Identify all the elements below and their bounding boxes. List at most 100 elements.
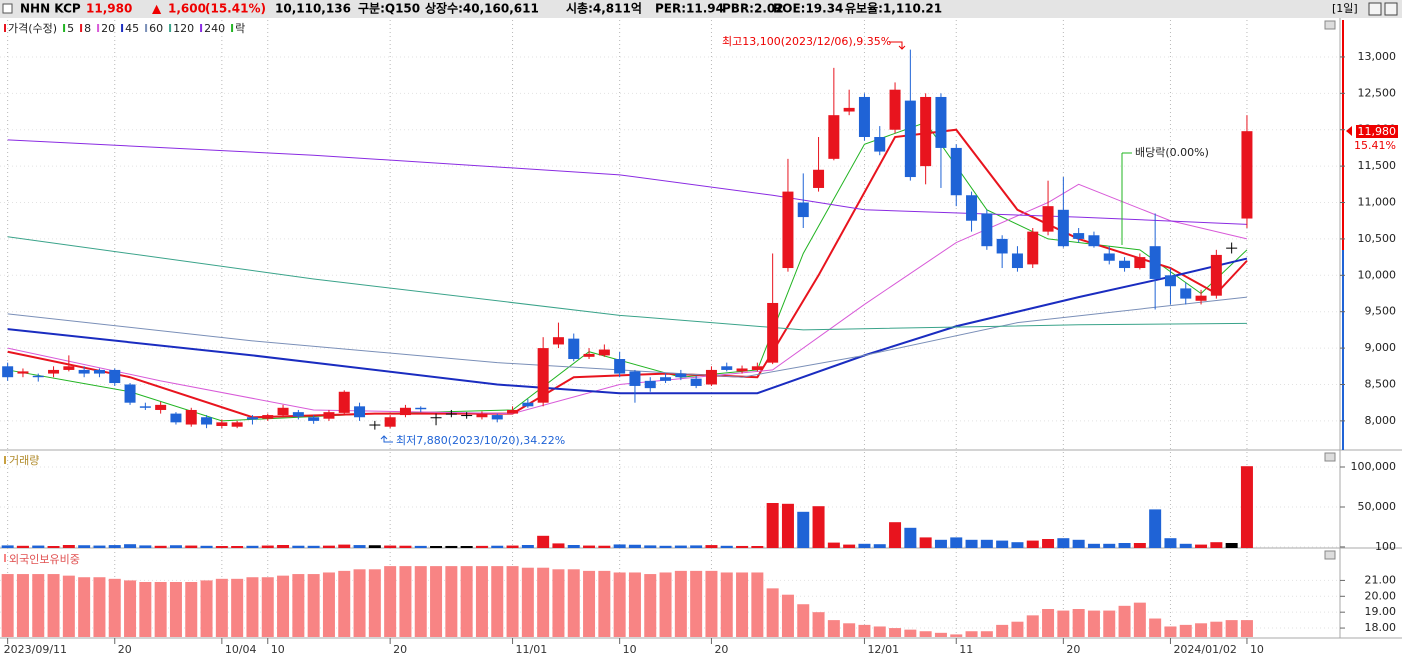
ma-line [7, 183, 1248, 415]
candle-body [1057, 209, 1069, 247]
bar [414, 566, 427, 637]
bar [169, 582, 182, 637]
header-icon [2, 3, 13, 14]
candle-body [552, 337, 564, 345]
candle-body [1119, 260, 1131, 269]
ma-line [7, 236, 1247, 331]
annotation-low: 최저7,880(2023/10/20),34.22% [396, 434, 565, 447]
candle-body [996, 238, 1008, 254]
bar [353, 545, 366, 548]
x-tick-label: 2024/01/02 [1173, 643, 1236, 656]
bar [47, 546, 60, 548]
ma-line [7, 296, 1248, 378]
info: 유보율:1,110.21 [845, 2, 942, 16]
candle-body [1103, 253, 1115, 261]
bar [215, 578, 228, 637]
candle-body [231, 422, 243, 427]
bar [338, 570, 351, 637]
candle-body [338, 391, 350, 413]
bar [1195, 623, 1208, 637]
bar [843, 544, 856, 548]
bar [1240, 620, 1253, 637]
bar [858, 543, 871, 548]
legend-swatch [4, 24, 6, 32]
bar [1210, 542, 1223, 548]
bar [1164, 626, 1177, 637]
candle-body [155, 404, 167, 410]
bar [93, 577, 106, 637]
candle-body [308, 417, 320, 421]
candle-body [920, 96, 932, 167]
bar [277, 545, 290, 548]
bar [736, 572, 749, 637]
annotation-high: 최고13,100(2023/12/06),9.35% [722, 35, 891, 48]
legend-item: 8 [84, 22, 91, 35]
bar [124, 544, 137, 548]
candle-body [1241, 131, 1253, 219]
header-bar [0, 0, 1402, 18]
bar [797, 511, 810, 548]
bar [108, 545, 121, 548]
info: 상장수:40,160,611 [425, 1, 539, 16]
bar [1195, 544, 1208, 548]
bar [1072, 539, 1085, 548]
bar [980, 539, 993, 548]
bar [1, 545, 14, 548]
candle-body [399, 407, 411, 416]
bar [1149, 618, 1162, 637]
bar [154, 582, 167, 637]
annotation-arrow [380, 435, 393, 443]
y-tick-label: 13,000 [1358, 50, 1397, 63]
legend-swatch [231, 24, 234, 32]
panel-title: 거래량 [9, 454, 39, 467]
candle-body [2, 366, 14, 378]
bar [506, 545, 519, 548]
legend-item: 20 [101, 22, 115, 35]
bar [674, 570, 687, 637]
bar [185, 545, 198, 548]
bar [1042, 539, 1055, 548]
close-button[interactable] [1384, 2, 1398, 16]
candle-body [1042, 206, 1054, 232]
legend-swatch [4, 554, 6, 562]
candle-body [323, 412, 335, 419]
price-marker [1346, 126, 1352, 136]
candle-body [17, 371, 29, 374]
panel-button[interactable] [1324, 550, 1336, 560]
period[interactable]: [1일] [1332, 1, 1358, 15]
candle-body [1134, 257, 1146, 269]
ma-line [7, 139, 1247, 225]
bar [246, 545, 259, 548]
candle-body [384, 417, 396, 427]
bar [491, 566, 504, 637]
bar [858, 624, 871, 637]
bar [200, 545, 213, 548]
bar [613, 544, 626, 548]
panel-button[interactable] [1324, 452, 1336, 462]
bar [246, 577, 259, 637]
bar [108, 578, 121, 637]
y-tick-label: 100,000 [1351, 460, 1397, 473]
bar [1225, 543, 1238, 548]
bar [644, 574, 657, 637]
bar [904, 629, 917, 637]
panel-title: 외국인보유비중 [9, 553, 80, 566]
bar [934, 632, 947, 637]
ma-line [7, 257, 1248, 395]
bar [169, 545, 182, 548]
bar [889, 522, 902, 548]
candle-body [614, 359, 626, 374]
bar [521, 545, 534, 548]
price-tag-change: 15.41% [1354, 139, 1396, 152]
bar [16, 545, 29, 548]
panel-button[interactable] [1324, 20, 1336, 30]
x-tick-label: 10 [623, 643, 637, 656]
y-tick-label: 10,000 [1358, 268, 1397, 281]
y-tick-label: 9,500 [1365, 305, 1397, 318]
bar [552, 569, 565, 637]
restore-button[interactable] [1368, 2, 1382, 16]
x-tick-label: 11/01 [516, 643, 548, 656]
bar [766, 503, 779, 548]
bar [720, 572, 733, 637]
candle-body [858, 96, 870, 138]
